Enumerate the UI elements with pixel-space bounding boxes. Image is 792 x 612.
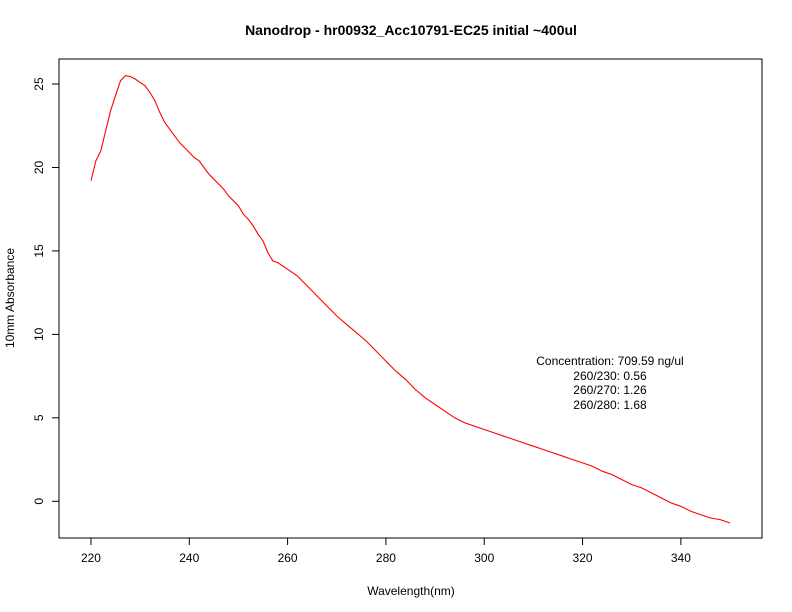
stats-annotation: Concentration: 709.59 ng/ul 260/230: 0.5… — [536, 354, 683, 412]
y-axis: 0 5 10 15 20 25 — [32, 77, 59, 505]
y-axis-label: 10mm Absorbance — [3, 248, 17, 348]
y-tick-label: 5 — [32, 414, 46, 421]
x-tick-label: 340 — [671, 551, 691, 565]
y-tick-label: 0 — [32, 498, 46, 505]
x-tick-label: 280 — [376, 551, 396, 565]
y-tick-label: 20 — [32, 160, 46, 174]
chart-title: Nanodrop - hr00932_Acc10791-EC25 initial… — [245, 22, 577, 38]
annotation-ratio-230: 260/230: 0.56 — [573, 369, 647, 383]
series-group — [90, 75, 731, 524]
y-tick-label: 25 — [32, 77, 46, 91]
x-tick-label: 300 — [474, 551, 494, 565]
x-axis-label: Wavelength(nm) — [367, 584, 455, 598]
annotation-ratio-270: 260/270: 1.26 — [573, 383, 647, 397]
x-tick-label: 220 — [81, 551, 101, 565]
x-tick-label: 260 — [278, 551, 298, 565]
x-tick-label: 240 — [179, 551, 199, 565]
plot-frame — [58, 58, 763, 539]
y-tick-label: 15 — [32, 244, 46, 258]
x-tick-label: 320 — [573, 551, 593, 565]
annotation-ratio-280: 260/280: 1.68 — [573, 398, 647, 412]
x-axis: 220 240 260 280 300 320 340 — [81, 538, 691, 565]
absorbance-line — [90, 75, 731, 524]
annotation-concentration: Concentration: 709.59 ng/ul — [536, 354, 683, 368]
y-tick-label: 10 — [32, 327, 46, 341]
